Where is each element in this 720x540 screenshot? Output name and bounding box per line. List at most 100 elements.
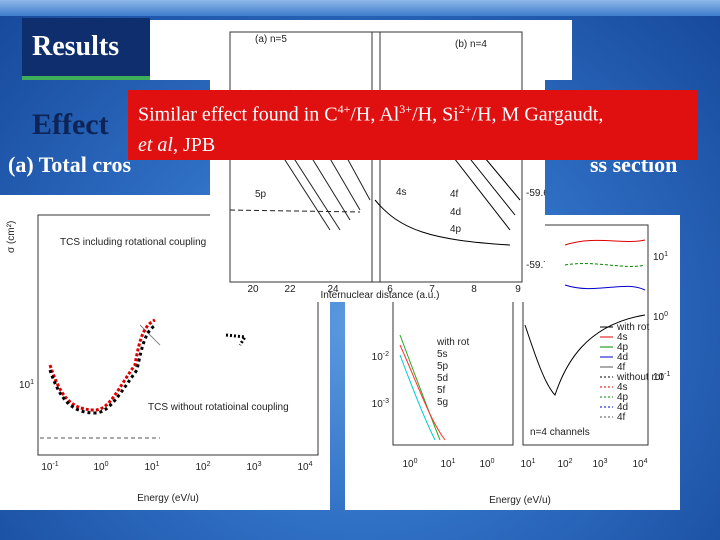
tick-base: 10 (632, 459, 644, 470)
tick-base: 10 (372, 399, 384, 410)
top-band (0, 0, 720, 16)
tick-base: 10 (653, 312, 665, 323)
curve (229, 209, 361, 213)
label: without rot (616, 372, 663, 383)
tick-label: 100 (93, 461, 108, 473)
curve (399, 344, 446, 441)
channels-label: n=4 channels (530, 427, 590, 438)
label: 4p (617, 342, 629, 353)
tick-exponent: -3 (383, 398, 389, 405)
note-text: et al (138, 133, 173, 156)
curve (225, 333, 248, 346)
tick-label: 100 (653, 311, 668, 323)
x-axis-label: Energy (eV/u) (137, 493, 199, 504)
arrow (139, 324, 161, 346)
note-text: /H, Al (350, 103, 400, 126)
tick-exponent: 0 (664, 311, 668, 318)
tick-exponent: 0 (105, 461, 109, 468)
note-text: 4+ (337, 102, 351, 116)
label: -59.68 (526, 188, 545, 199)
tick-exponent: -1 (664, 371, 670, 378)
tick-label: 101 (653, 251, 668, 263)
label: 4p (617, 392, 629, 403)
label: 7 (429, 284, 435, 295)
tick-exponent: 2 (569, 458, 573, 465)
label: 4f (450, 189, 459, 200)
note-text: , JPB (173, 133, 216, 156)
tick-base: 10 (195, 462, 207, 473)
note-text: Similar effect found in C (138, 103, 338, 126)
y-axis-label: σ (cm²) (6, 221, 17, 253)
curve (564, 284, 646, 291)
note-text: /H, Si (412, 103, 459, 126)
tick-exponent: 0 (491, 458, 495, 465)
slide-title: Results (22, 18, 150, 80)
tick-label: 102 (557, 458, 572, 470)
label: 6 (387, 284, 393, 295)
tick-exponent: 1 (30, 379, 34, 386)
x-axis-label: Internuclear distance (a.u.) (321, 290, 440, 301)
tick-label: 100 (479, 458, 494, 470)
tick-base: 10 (592, 459, 604, 470)
panel-label: (a) n=5 (255, 34, 287, 45)
label: 4d (450, 207, 461, 218)
tick-exponent: 0 (414, 458, 418, 465)
curve (564, 239, 646, 246)
curve (399, 354, 436, 441)
label: 20 (247, 284, 259, 295)
tick-label: 10-1 (41, 461, 58, 473)
label: 24 (327, 284, 339, 295)
tick-label: 101 (144, 461, 159, 473)
label: 4f (617, 362, 626, 373)
tick-exponent: 3 (258, 461, 262, 468)
tick-exponent: 1 (156, 461, 160, 468)
tick-exponent: 1 (532, 458, 536, 465)
tick-exponent: 1 (452, 458, 456, 465)
tick-base: 10 (653, 372, 665, 383)
note-text: 2+ (458, 102, 472, 116)
tick-label: 100 (402, 458, 417, 470)
tick-exponent: 1 (664, 251, 668, 258)
label: 5f (437, 385, 446, 396)
heading: Effect (32, 108, 109, 141)
label: 4s (396, 187, 407, 198)
tick-base: 10 (520, 459, 532, 470)
x-axis-label: Energy (eV/u) (489, 495, 551, 506)
subheading: (a) Total cros (8, 152, 132, 177)
note-text: /H, M Gargaudt, (471, 103, 604, 126)
tick-base: 10 (144, 462, 156, 473)
tick-label: 103 (246, 461, 261, 473)
plot-frame (37, 214, 319, 456)
label: 8 (471, 284, 477, 295)
label: 9 (515, 284, 521, 295)
tick-base: 10 (372, 352, 384, 363)
tick-label: 102 (195, 461, 210, 473)
label: 22 (284, 284, 296, 295)
label: 5g (437, 397, 448, 408)
curve (48, 323, 157, 415)
tick-exponent: -2 (383, 351, 389, 358)
tick-exponent: -1 (52, 461, 58, 468)
tick-base: 10 (479, 459, 491, 470)
curve (48, 318, 156, 412)
label: 5p (437, 361, 449, 372)
note-box: Similar effect found in C4+/H, Al3+/H, S… (128, 90, 698, 160)
curve (374, 199, 511, 246)
tick-label: 101 (440, 458, 455, 470)
note-text: 3+ (399, 102, 413, 116)
tick-label: 10-2 (372, 351, 389, 363)
tick-base: 10 (653, 252, 665, 263)
label: with rot (436, 337, 469, 348)
panel-label: (b) n=4 (455, 39, 487, 50)
tick-label: 104 (297, 461, 312, 473)
tick-base: 10 (557, 459, 569, 470)
tick-label: 104 (632, 458, 647, 470)
label: 4d (617, 402, 628, 413)
tick-exponent: 4 (644, 458, 648, 465)
tick-base: 10 (297, 462, 309, 473)
plot-frame (522, 224, 649, 446)
tick-label: 10-3 (372, 398, 389, 410)
tick-base: 10 (246, 462, 258, 473)
curve (524, 314, 646, 396)
